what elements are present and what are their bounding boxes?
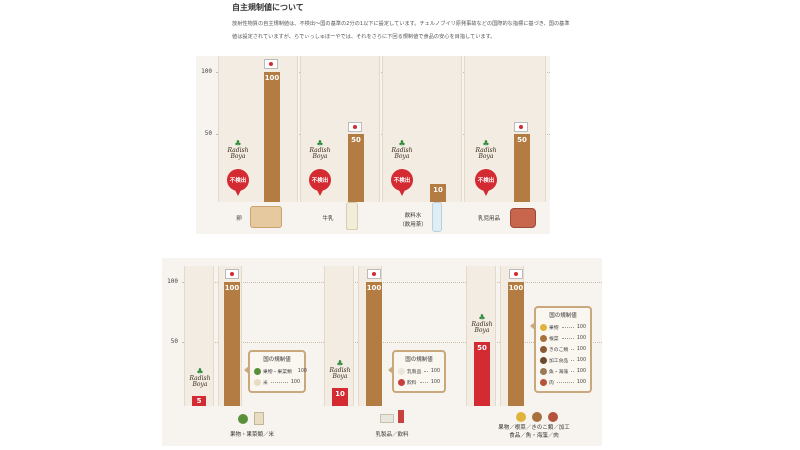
y-tick-50: 50 — [204, 130, 212, 137]
radish-boya-logo: ♣ Radish Boya — [471, 313, 493, 334]
national-regulation-box: 国の規制値 果物 100 根菜 100 きのこ類 100 加工食品 100 魚・海藻 10… — [530, 306, 592, 393]
milk-bottle-image — [346, 202, 358, 230]
not-detected-pin: 不検出 — [475, 169, 497, 196]
group-label: 乳製品／飲料 — [375, 432, 409, 438]
intro-section: 自主規制値について 放射性物質の自主規制値は、不検出〜国の基準の2分の1以下に設… — [232, 2, 572, 44]
product-label: 乳児用品 — [477, 216, 500, 222]
radish-boya-logo: ♣ Radish Boya — [309, 139, 331, 160]
dairy-icon — [398, 368, 405, 375]
rice-bag-image — [254, 412, 264, 425]
processed-food-icon — [540, 357, 547, 364]
national-regulation-box: 国の規制値 果物・果菜類 100 米 100 — [244, 350, 307, 393]
group-label: 果物／根菜／きのこ類／加工食品／魚・海藻／肉 — [498, 425, 570, 439]
radish-boya-logo: ♣ Radish Boya — [329, 359, 351, 380]
drink-icon — [398, 379, 405, 386]
regulation-row: 果物 100 — [540, 322, 586, 333]
y-tick-50: 50 — [170, 338, 178, 345]
japan-flag-icon — [348, 122, 362, 132]
meat-icon — [540, 379, 547, 386]
water-bottle-image — [432, 202, 442, 232]
regulation-row: 加工食品 100 — [540, 355, 586, 366]
gridline-100 — [182, 282, 602, 283]
dairy-image — [380, 414, 394, 423]
egg-carton-image — [250, 206, 282, 228]
own-bar: 10 — [332, 388, 348, 406]
national-bar: 50 — [348, 134, 364, 202]
own-bar: 50 — [474, 342, 490, 406]
column-bg — [324, 266, 354, 406]
gridline-50 — [182, 342, 602, 343]
not-detected-pin: 不検出 — [309, 169, 331, 196]
japan-flag-icon — [367, 269, 381, 279]
japan-flag-icon — [264, 59, 278, 69]
baby-food-jar-image — [510, 208, 536, 228]
vegetable-image — [238, 414, 248, 424]
chart-self-regulation: 100 50 ♣ Radish Boya 5 100 国の規制値 果物・果菜類 10… — [162, 258, 602, 446]
drink-can-image — [398, 410, 404, 423]
radish-boya-logo: ♣ Radish Boya — [391, 139, 413, 160]
regulation-row: 肉 100 — [540, 377, 586, 388]
japan-flag-icon — [509, 269, 523, 279]
national-bar: 100 — [366, 282, 382, 406]
national-bar: 100 — [508, 282, 524, 406]
vegetable-icon — [254, 368, 261, 375]
mushroom-icon — [540, 346, 547, 353]
product-label: 卵 — [236, 216, 242, 222]
product-label: 飲料水 （飲用茶） — [399, 213, 427, 228]
product-label: 牛乳 — [322, 216, 334, 222]
regulation-row: 根菜 100 — [540, 333, 586, 344]
y-tick-100: 100 — [167, 278, 178, 285]
regulation-row: 米 100 — [254, 377, 300, 388]
radish-boya-logo: ♣ Radish Boya — [189, 367, 211, 388]
fruit-icon — [540, 324, 547, 331]
not-detected-pin: 不検出 — [391, 169, 413, 196]
national-bar: 100 — [264, 72, 280, 202]
national-bar: 100 — [224, 282, 240, 406]
meat-image — [548, 412, 558, 422]
group-label: 果物・果菜類／米 — [229, 432, 274, 438]
chart-not-detected-items: 100 50 ♣ Radish Boya 不検出 100 卵 ♣ Radish Bo… — [196, 56, 550, 234]
root-vegetable-icon — [540, 335, 547, 342]
national-bar: 50 — [514, 134, 530, 202]
section-body: 放射性物質の自主規制値は、不検出〜国の基準の2分の1以下に設定しています。チェル… — [232, 21, 570, 40]
regulation-row: 魚・海藻 100 — [540, 366, 586, 377]
regulation-row: きのこ類 100 — [540, 344, 586, 355]
y-tick-100: 100 — [201, 68, 212, 75]
fish-icon — [540, 368, 547, 375]
regulation-row: 果物・果菜類 100 — [254, 366, 307, 377]
regulation-row: 飲料 100 — [398, 377, 440, 388]
column-bg — [184, 266, 214, 406]
mushroom-image — [532, 412, 542, 422]
national-regulation-box: 国の規制値 乳製品 100 飲料 100 — [388, 350, 446, 393]
regulation-row: 乳製品 100 — [398, 366, 440, 377]
own-bar: 5 — [192, 396, 206, 406]
national-bar: 10 — [430, 184, 446, 202]
radish-boya-logo: ♣ Radish Boya — [475, 139, 497, 160]
japan-flag-icon — [225, 269, 239, 279]
not-detected-pin: 不検出 — [227, 169, 249, 196]
japan-flag-icon — [514, 122, 528, 132]
section-title: 自主規制値について — [232, 3, 304, 12]
fruit-image — [516, 412, 526, 422]
rice-icon — [254, 379, 261, 386]
radish-boya-logo: ♣ Radish Boya — [227, 139, 249, 160]
